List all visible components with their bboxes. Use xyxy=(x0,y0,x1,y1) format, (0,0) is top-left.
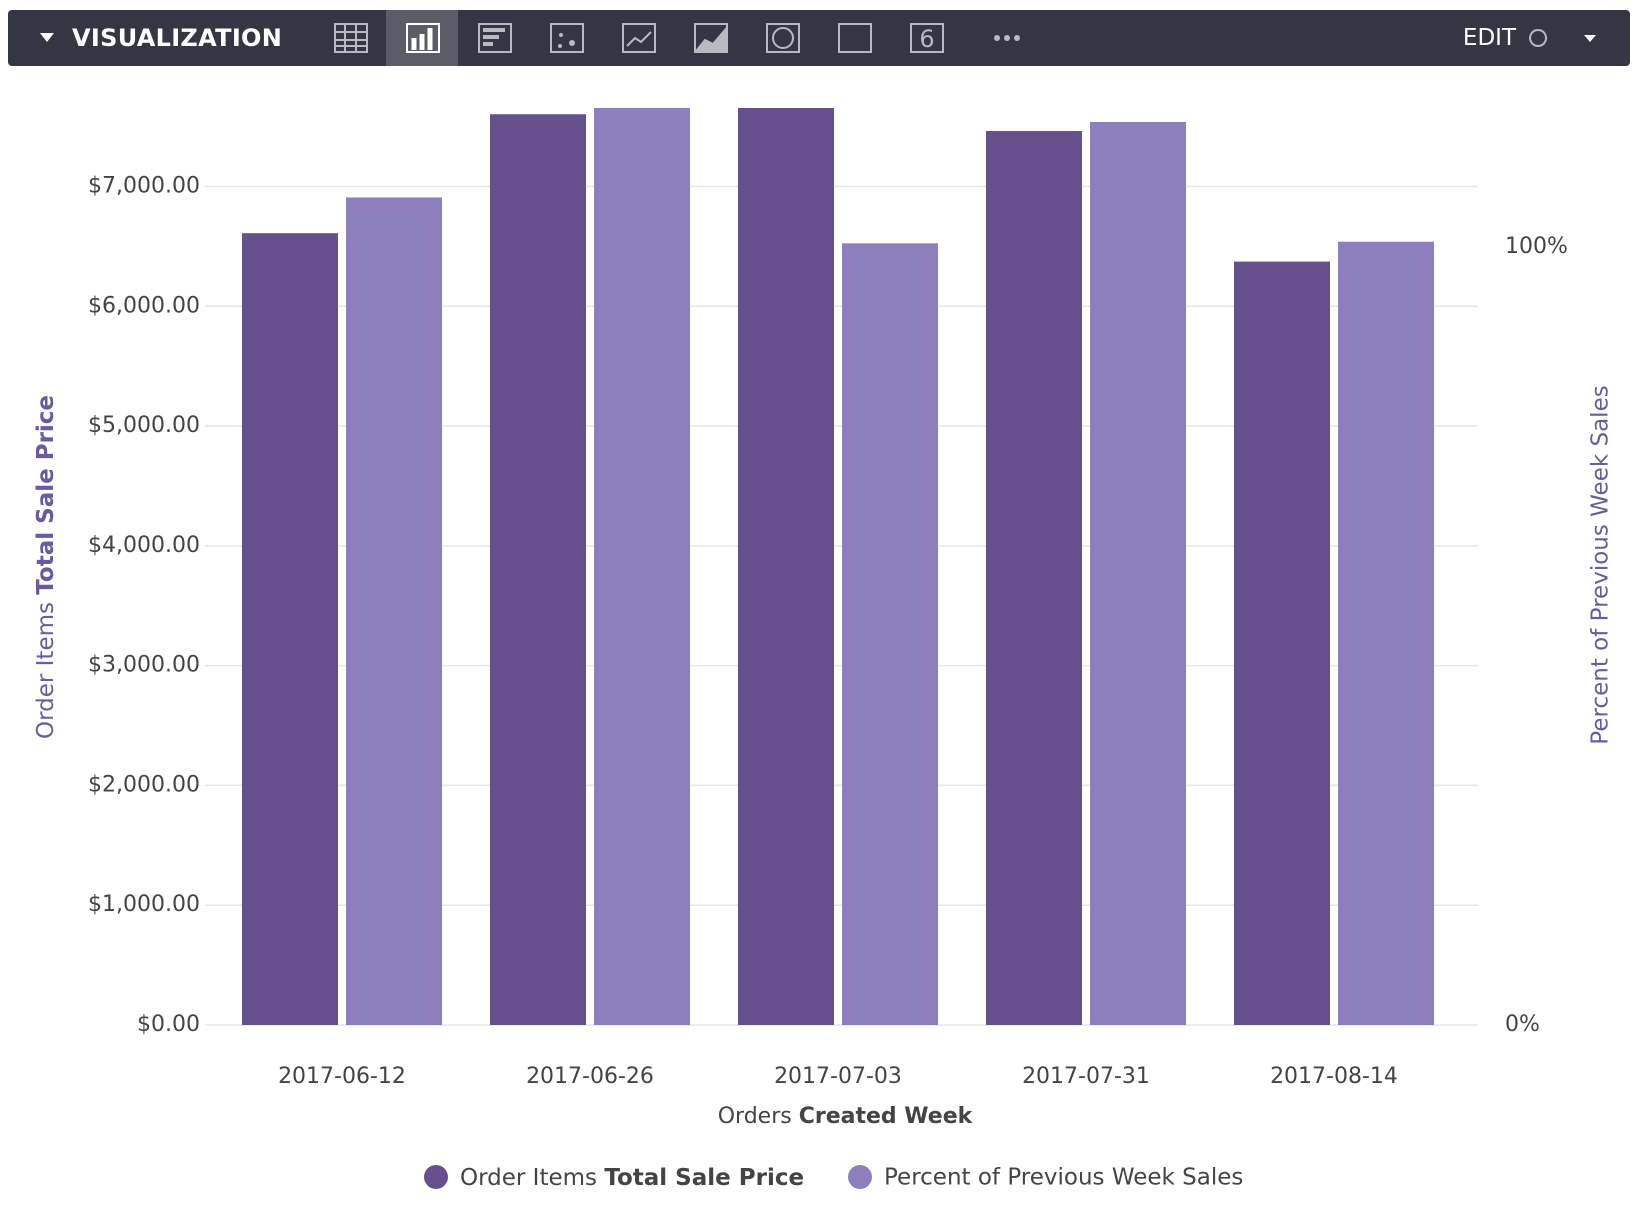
toolbar-title: VISUALIZATION xyxy=(72,24,283,52)
y2-axis-title: Percent of Previous Week Sales xyxy=(1588,385,1614,744)
bar-icon[interactable] xyxy=(406,23,440,53)
x-tick-label: 2017-07-03 xyxy=(774,1064,902,1089)
scatter-icon[interactable] xyxy=(550,23,584,53)
x-axis-title-bold: Created Week xyxy=(799,1104,974,1129)
x-axis-title: Orders Created Week xyxy=(718,1104,974,1129)
bar xyxy=(346,197,442,1025)
legend-marker xyxy=(848,1165,872,1189)
legend-label-bold: Total Sale Price xyxy=(604,1165,804,1191)
y-axis-title-bold: Total Sale Price xyxy=(33,395,59,595)
legend-label: Order Items Total Sale Price xyxy=(460,1165,804,1191)
y-tick-label: $5,000.00 xyxy=(88,413,200,438)
bar xyxy=(986,130,1082,1025)
collapse-arrow[interactable] xyxy=(40,33,54,42)
map-icon[interactable] xyxy=(838,23,872,53)
y-tick-label: $6,000.00 xyxy=(88,293,200,318)
toolbar-icons: 6 xyxy=(40,10,1596,66)
bar xyxy=(738,108,834,1025)
y2-tick-label: 100% xyxy=(1505,234,1568,259)
x-tick-label: 2017-06-12 xyxy=(278,1064,406,1089)
area-icon[interactable] xyxy=(694,23,728,53)
table-icon[interactable] xyxy=(334,23,368,53)
y-tick-label: $7,000.00 xyxy=(88,173,200,198)
legend-label-part: Order Items xyxy=(460,1165,597,1191)
edit-button[interactable]: EDIT xyxy=(1462,25,1516,51)
legend-marker xyxy=(424,1165,448,1189)
x-tick-label: 2017-08-14 xyxy=(1270,1064,1398,1089)
x-axis-title-part: Orders xyxy=(718,1104,792,1129)
y2-tick-label: 0% xyxy=(1505,1012,1540,1037)
bar xyxy=(490,114,586,1026)
bar xyxy=(1090,122,1186,1025)
bar xyxy=(1338,241,1434,1025)
toolbar: 6 VISUALIZATION EDIT xyxy=(8,10,1630,66)
bar xyxy=(594,108,690,1025)
y-axis-title-part: Order Items xyxy=(33,602,59,739)
bar xyxy=(1234,261,1330,1026)
x-tick-label: 2017-06-26 xyxy=(526,1064,654,1089)
row-icon[interactable] xyxy=(478,23,512,53)
pie-icon[interactable] xyxy=(766,23,800,53)
bar xyxy=(842,243,938,1026)
y-tick-label: $3,000.00 xyxy=(88,653,200,678)
x-tick-label: 2017-07-31 xyxy=(1022,1064,1150,1089)
line-icon[interactable] xyxy=(622,23,656,53)
y-axis-title: Order Items Total Sale Price xyxy=(33,395,59,739)
gear-icon[interactable] xyxy=(1529,29,1547,47)
y-tick-label: $2,000.00 xyxy=(88,772,200,797)
single-value-icon[interactable] xyxy=(910,23,944,53)
y-tick-label: $1,000.00 xyxy=(88,892,200,917)
y-tick-label: $0.00 xyxy=(137,1012,200,1037)
legend-label: Percent of Previous Week Sales xyxy=(884,1165,1243,1191)
y-tick-label: $4,000.00 xyxy=(88,533,200,558)
single-value-label: 6 xyxy=(919,25,934,53)
bar xyxy=(242,233,338,1025)
